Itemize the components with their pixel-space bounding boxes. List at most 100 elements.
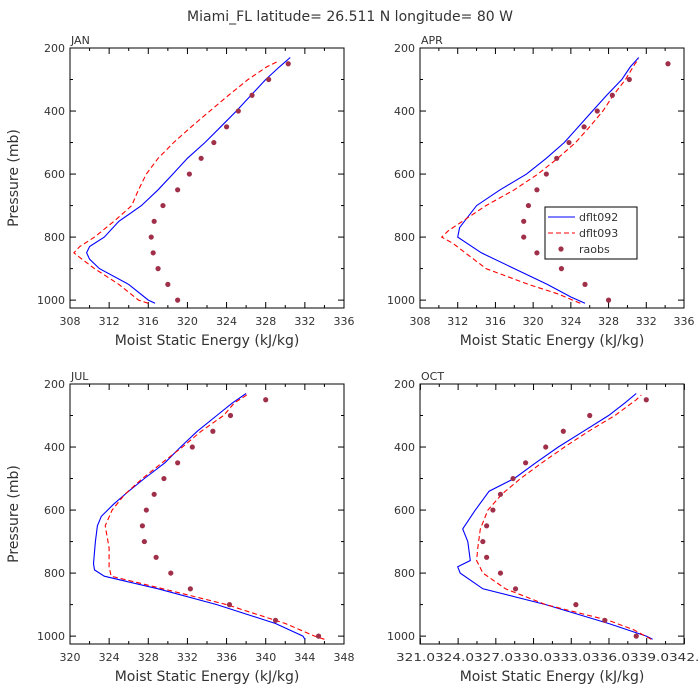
series-line-dflt092 xyxy=(457,393,653,640)
panel-jul: JUL 200 400 600 800 1000 320 324 328 332 336 340 344… xyxy=(6,370,355,685)
y-tick-label: 200 xyxy=(44,42,65,55)
raobs-point xyxy=(175,187,181,193)
panel-apr: APR 200 400 600 800 1000 308 312 316 320 324 328 332… xyxy=(387,34,695,349)
raobs-point xyxy=(626,76,632,83)
raobs-point xyxy=(141,538,147,545)
raobs-point xyxy=(186,171,192,177)
raobs-point xyxy=(566,139,572,146)
x-tick-label: 336 xyxy=(674,315,695,328)
plot-area xyxy=(457,393,653,640)
legend: dflt092 dflt093 raobs xyxy=(544,206,638,260)
raobs-point xyxy=(161,475,167,482)
raobs-point xyxy=(223,124,230,130)
y-tick-label: 1000 xyxy=(387,294,415,307)
raobs-point xyxy=(235,108,241,114)
raobs-point xyxy=(558,266,565,272)
raobs-point xyxy=(266,76,272,83)
series-line-dflt093 xyxy=(104,393,325,640)
x-tick-label: 316 xyxy=(138,315,159,328)
x-tick-label: 336 xyxy=(216,651,237,664)
panel-label: OCT xyxy=(421,370,444,383)
raobs-point xyxy=(587,412,593,419)
y-tick-label: 200 xyxy=(394,42,415,55)
plot-area xyxy=(73,57,291,304)
y-tick-label: 400 xyxy=(394,105,415,118)
x-tick-label: 324 xyxy=(560,315,581,328)
raobs-point xyxy=(512,586,519,592)
raobs-point xyxy=(249,92,255,98)
series-line-dflt093 xyxy=(440,58,640,304)
raobs-point xyxy=(227,412,234,419)
x-tick-label: 316 xyxy=(485,315,506,328)
raobs-point xyxy=(480,538,486,545)
raobs-point xyxy=(543,171,549,177)
y-tick-label: 800 xyxy=(394,231,415,244)
raobs-point xyxy=(521,218,527,224)
raobs-point xyxy=(581,124,587,130)
x-tick-label: 344 xyxy=(294,651,315,664)
raobs-point xyxy=(573,602,579,608)
raobs-point xyxy=(523,460,529,466)
x-tick-label: 324 xyxy=(216,315,237,328)
raobs-point xyxy=(189,444,195,450)
x-tick-label: 320 xyxy=(177,315,198,328)
x-axis-title: Moist Static Energy (kJ/kg) xyxy=(460,669,645,685)
raobs-point xyxy=(151,491,157,497)
series-line-dflt093 xyxy=(73,60,280,304)
legend-marker xyxy=(558,246,564,252)
raobs-point xyxy=(211,139,217,146)
x-axis-title: Moist Static Energy (kJ/kg) xyxy=(115,669,300,685)
y-tick-label: 1000 xyxy=(37,294,65,307)
x-tick-labels-crowded: 321.0324.0327.0330.0333.0336.0339.0342.0 xyxy=(396,651,700,664)
legend-label: raobs xyxy=(579,243,610,256)
raobs-point xyxy=(285,61,291,67)
plot-area xyxy=(92,393,325,640)
raobs-point xyxy=(554,155,560,161)
x-tick-label: 320 xyxy=(523,315,544,328)
y-tick-label: 400 xyxy=(44,441,65,454)
y-tick-label: 1000 xyxy=(387,630,415,643)
x-axis-title: Moist Static Energy (kJ/kg) xyxy=(115,333,300,349)
x-tick-label: 308 xyxy=(60,315,81,328)
x-tick-label: 332 xyxy=(294,315,315,328)
raobs-point xyxy=(143,507,149,513)
x-tick-label: 328 xyxy=(598,315,619,328)
legend-item-dflt092: dflt092 xyxy=(548,211,618,224)
x-axis-title: Moist Static Energy (kJ/kg) xyxy=(460,333,645,349)
raobs-point xyxy=(198,155,204,161)
series-line-dflt092 xyxy=(92,393,306,640)
y-axis-title: Pressure (mb) xyxy=(6,129,22,227)
series-line-dflt092 xyxy=(85,57,291,304)
panel-label: JUL xyxy=(70,370,89,383)
panel-label: JAN xyxy=(70,34,90,47)
raobs-point xyxy=(582,281,588,287)
raobs-point xyxy=(609,92,615,98)
y-tick-label: 600 xyxy=(394,504,415,517)
x-tick-label: 324 xyxy=(99,651,120,664)
raobs-point xyxy=(153,554,159,560)
raobs-point xyxy=(315,633,322,639)
y-tick-label: 800 xyxy=(44,567,65,580)
panel-jan: JAN 200 400 600 800 1000 308 312 316 320 324 328 332… xyxy=(6,34,355,349)
raobs-point xyxy=(150,250,156,256)
x-tick-label: 336 xyxy=(334,315,355,328)
x-tick-label: 312 xyxy=(447,315,468,328)
raobs-point xyxy=(594,108,600,114)
raobs-point xyxy=(602,617,608,623)
raobs-point xyxy=(484,523,490,529)
legend-label: dflt092 xyxy=(579,211,618,224)
raobs-point xyxy=(665,61,671,67)
raobs-point xyxy=(155,266,161,272)
y-tick-label: 400 xyxy=(394,441,415,454)
raobs-point xyxy=(484,554,490,560)
plot-area xyxy=(440,57,671,304)
raobs-point xyxy=(543,444,549,450)
x-tick-label: 328 xyxy=(255,315,276,328)
raobs-point xyxy=(160,202,166,209)
x-tick-label: 320 xyxy=(60,651,81,664)
raobs-point xyxy=(534,187,540,193)
raobs-point xyxy=(534,250,540,256)
series-line-dflt092 xyxy=(457,57,640,304)
raobs-point xyxy=(226,602,233,608)
